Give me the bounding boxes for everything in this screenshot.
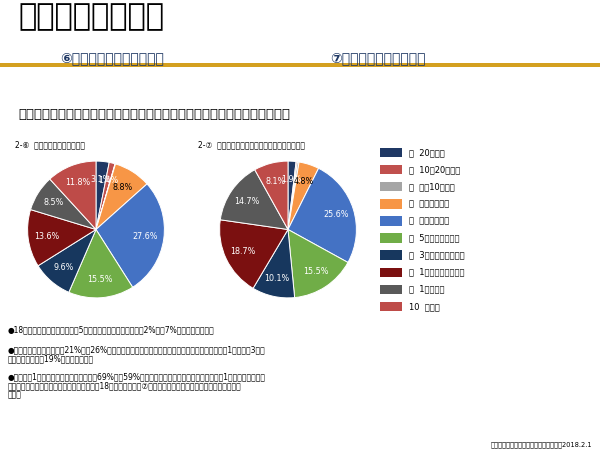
Wedge shape	[96, 164, 115, 230]
Text: ９  1千万未満: ９ 1千万未満	[409, 285, 445, 294]
Text: 11.8%: 11.8%	[65, 179, 91, 188]
Bar	[380, 148, 403, 157]
Wedge shape	[69, 230, 133, 298]
Text: 10.1%: 10.1%	[265, 274, 290, 283]
Bar	[380, 251, 403, 260]
Text: １  20億以上: １ 20億以上	[409, 148, 445, 157]
Text: ●一方、「1億未満」の店の割合は全体の69%から59%に減少しているため、常設・通年営業の1店あたりの年間売: ●一方、「1億未満」の店の割合は全体の69%から59%に減少しているため、常設・…	[8, 372, 266, 381]
Text: １～３億の年間売上の店が最も多いが、全体の約６割は売上１億未満である: １～３億の年間売上の店が最も多いが、全体の約６割は売上１億未満である	[18, 108, 290, 121]
Bar	[380, 165, 403, 174]
Text: 1.9%: 1.9%	[281, 175, 301, 184]
Bar	[380, 216, 403, 225]
Text: ●「１～３億未満」の店は21%から26%に伸び、現在、最も多い割合である。次いで多い割合が「1千万から3千万: ●「１～３億未満」の店は21%から26%に伸び、現在、最も多い割合である。次いで…	[8, 345, 266, 354]
Text: 27.6%: 27.6%	[133, 232, 158, 241]
Text: 8.8%: 8.8%	[113, 183, 133, 192]
Bar	[380, 199, 403, 208]
Wedge shape	[96, 162, 115, 230]
Text: ⑥施設全体の年間売上総額: ⑥施設全体の年間売上総額	[60, 51, 164, 66]
Bar	[380, 302, 403, 311]
Text: 2-⑥  施設全体の年間売上総額: 2-⑥ 施設全体の年間売上総額	[15, 140, 85, 149]
Text: 25.6%: 25.6%	[323, 210, 349, 219]
Text: ●18年度調査との比較では、「5億以上」の年間売上額の店が2%から7%に増加している。: ●18年度調査との比較では、「5億以上」の年間売上額の店が2%から7%に増加して…	[8, 325, 215, 334]
Wedge shape	[288, 161, 296, 230]
Wedge shape	[253, 230, 295, 298]
Wedge shape	[288, 162, 298, 230]
Wedge shape	[50, 161, 96, 230]
Wedge shape	[288, 162, 299, 230]
Wedge shape	[31, 179, 96, 230]
Text: ２　直売所の動向: ２ 直売所の動向	[18, 2, 164, 31]
Text: ２  10～20億未満: ２ 10～20億未満	[409, 165, 460, 174]
Text: ４  ３～５億未満: ４ ３～５億未満	[409, 199, 449, 208]
Bar	[380, 182, 403, 191]
Wedge shape	[255, 161, 288, 230]
Wedge shape	[96, 161, 109, 230]
Text: ５  １～３億未満: ５ １～３億未満	[409, 216, 449, 225]
Wedge shape	[38, 230, 96, 292]
Text: 18.7%: 18.7%	[230, 247, 256, 256]
Wedge shape	[220, 220, 288, 288]
Text: 8.1%: 8.1%	[265, 177, 286, 186]
Wedge shape	[28, 210, 96, 266]
Text: （一財）都市農山漁村交流活性化機構　2018.2.1: （一財）都市農山漁村交流活性化機構 2018.2.1	[491, 441, 592, 448]
Wedge shape	[220, 170, 288, 230]
Text: 1.4%: 1.4%	[98, 176, 118, 185]
Text: 4.8%: 4.8%	[293, 177, 314, 186]
Text: 13.6%: 13.6%	[34, 232, 59, 241]
Text: ６  5千万～１億未満: ６ 5千万～１億未満	[409, 234, 460, 243]
Text: 15.5%: 15.5%	[303, 267, 328, 276]
Wedge shape	[288, 168, 356, 262]
Text: る。: る。	[8, 390, 22, 399]
Text: ７  3千万～５千万未満: ７ 3千万～５千万未満	[409, 251, 465, 260]
Bar	[380, 234, 403, 243]
Text: 9.6%: 9.6%	[53, 263, 74, 272]
Text: 上平均額は伸びていると推測される。注：18年度調査では「⑦直売部門の年間売上額」のみの調査としてい: 上平均額は伸びていると推測される。注：18年度調査では「⑦直売部門の年間売上額」…	[8, 381, 242, 390]
Text: 2-⑦  年間売上総額のうち直売部門の年間売上額: 2-⑦ 年間売上総額のうち直売部門の年間売上額	[198, 140, 305, 149]
Text: 14.7%: 14.7%	[234, 197, 260, 206]
Bar	[380, 268, 403, 277]
Text: 未満」の店で約19%となっている。: 未満」の店で約19%となっている。	[8, 354, 94, 363]
Text: 3.1%: 3.1%	[91, 176, 111, 184]
Bar	[0, 63, 600, 68]
Wedge shape	[96, 164, 147, 230]
Text: 8.5%: 8.5%	[44, 198, 64, 207]
Wedge shape	[96, 184, 164, 287]
Text: 10  その他: 10 その他	[409, 302, 440, 311]
Text: ⑦直売部門の年間売上額: ⑦直売部門の年間売上額	[330, 51, 425, 66]
Bar	[380, 285, 403, 294]
Wedge shape	[288, 230, 348, 297]
Text: 15.5%: 15.5%	[87, 275, 113, 284]
Text: ８  1千万～３千万未満: ８ 1千万～３千万未満	[409, 268, 464, 277]
Text: ３  ５～10億未満: ３ ５～10億未満	[409, 182, 455, 191]
Wedge shape	[288, 162, 319, 230]
